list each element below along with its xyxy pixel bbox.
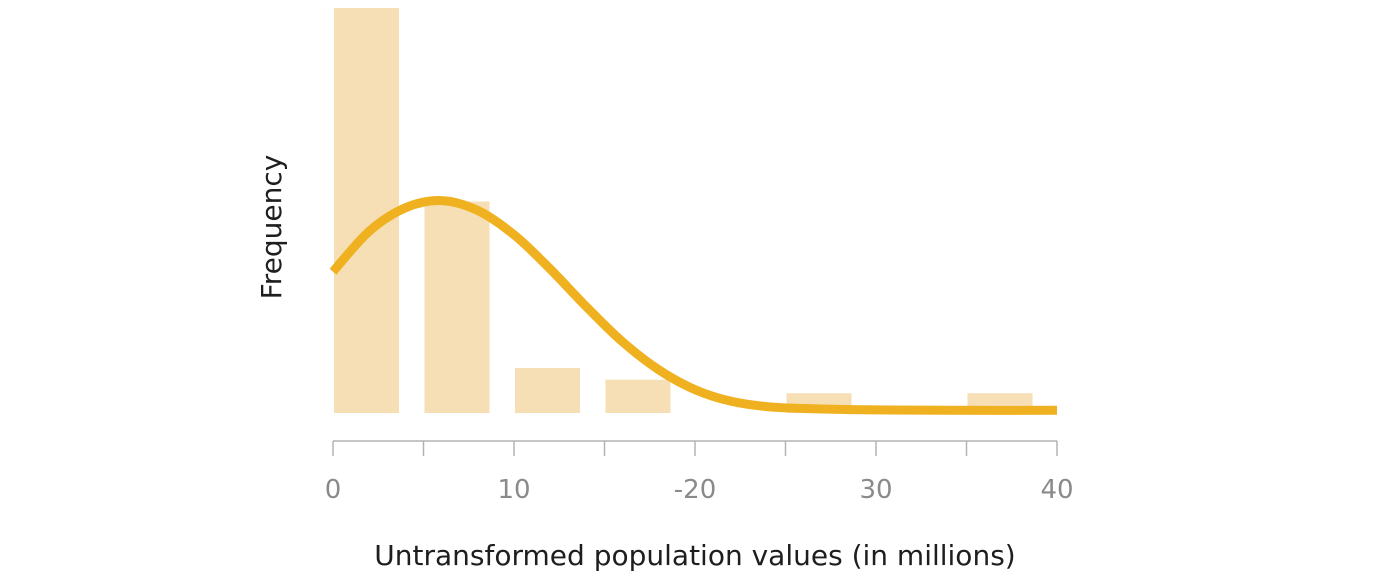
x-tick-label: 40 [1040, 475, 1073, 505]
x-tick-label: 30 [859, 475, 892, 505]
histogram-bar-0 [334, 8, 399, 413]
x-axis-title: Untransformed population values (in mill… [374, 539, 1015, 572]
x-tick-label: -20 [674, 475, 716, 505]
histogram-bar-2 [515, 368, 580, 413]
x-axis-ticks [332, 441, 1058, 456]
y-axis-title: Frequency [255, 155, 288, 300]
x-axis-tick-labels: 0 10 -20 30 40 [325, 475, 1074, 505]
histogram-bar-3 [605, 379, 671, 413]
x-tick-label: 10 [497, 475, 530, 505]
x-tick-label: 0 [325, 475, 342, 505]
histogram-bar-1 [424, 201, 490, 413]
density-curve [329, 196, 1058, 415]
bars-group [334, 8, 1033, 413]
